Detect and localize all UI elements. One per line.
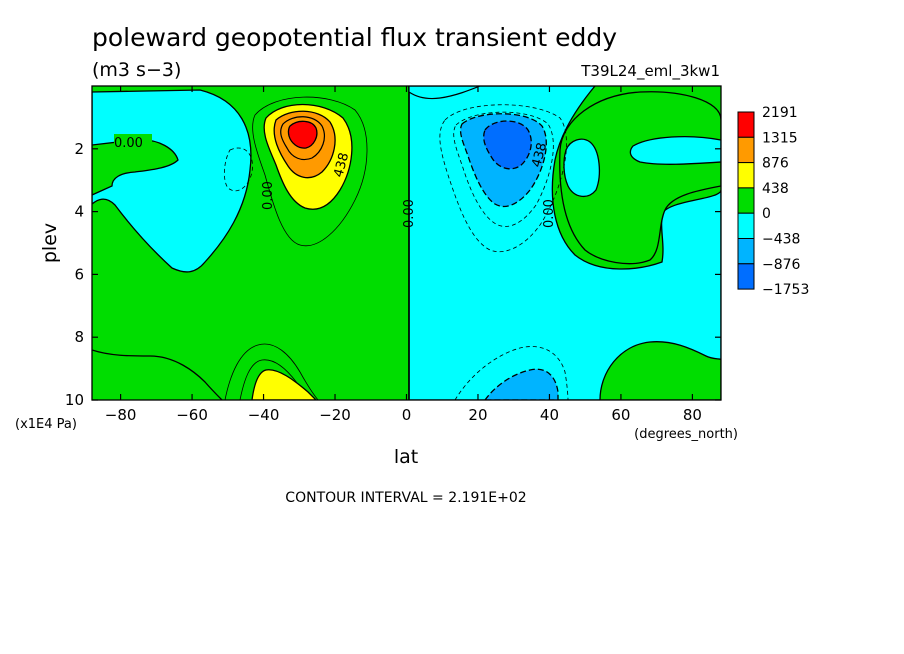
contour-interval: CONTOUR INTERVAL = 2.191E+02 [285, 490, 526, 506]
x-tick-label: 80 [683, 406, 702, 424]
contour-plot-area [92, 86, 721, 400]
field-cyan-north-pocket [563, 138, 601, 197]
y-axis-ticks: 2 4 6 8 10 [65, 140, 721, 409]
x-tick-label: 0 [402, 406, 412, 424]
legend-level-label: 876 [762, 156, 789, 172]
contour-lower-left-outer [224, 343, 319, 400]
y-tick-label: 6 [74, 265, 84, 283]
color-legend: 2191 1315 876 438 0 −438 −876 −1753 [737, 105, 809, 298]
legend-level-label: −438 [762, 232, 800, 248]
legend-level-label: −876 [762, 257, 801, 273]
legend-swatch [737, 212, 755, 239]
x-tick-label: 40 [540, 406, 559, 424]
field-green-north-upper [559, 91, 721, 265]
x-tick-label: −80 [105, 406, 137, 424]
y-tick-label: 10 [65, 391, 84, 409]
field-yellow-lower [251, 369, 317, 400]
legend-level-label: −1753 [762, 282, 809, 298]
field-cyan-top-strip [408, 86, 481, 100]
legend-swatch [737, 238, 755, 265]
contour-label-438-south: 438 [331, 151, 352, 179]
x-axis-label: lat [394, 446, 418, 468]
contour-north-dashed-outer [439, 104, 567, 253]
field-blue-lower [484, 368, 559, 400]
legend-swatch [737, 162, 755, 189]
contour-north-dashed-mid [453, 111, 554, 227]
legend-swatch [737, 136, 755, 164]
legend-swatch [737, 187, 755, 214]
legend-swatch [737, 111, 755, 138]
x-units: (degrees_north) [634, 427, 738, 442]
x-tick-label: 20 [468, 406, 487, 424]
y-tick-label: 2 [74, 140, 84, 158]
x-tick-label: −40 [248, 406, 280, 424]
contour-south-outer [252, 96, 368, 247]
legend-swatch [737, 263, 755, 290]
field-deep-blue-min [483, 120, 532, 170]
contour-label-zero-equator: 0.00 [402, 199, 417, 228]
chart-title: poleward geopotential flux transient edd… [92, 23, 617, 52]
legend-level-label: 438 [762, 181, 789, 197]
contour-dashed-left [224, 147, 253, 192]
contour-labels: 0.00 0.00 438 0.00 438 0.00 [114, 134, 557, 228]
field-red-max [287, 120, 318, 149]
field-cyan-north-notch [629, 135, 721, 165]
contour-lower-right-dashed [454, 346, 569, 400]
legend-level-label: 0 [762, 206, 771, 222]
contour-zero-lower-left [92, 349, 223, 400]
run-label: T39L24_eml_3kw1 [580, 62, 720, 81]
contour-lower-left-mid [239, 359, 309, 400]
y-tick-label: 8 [74, 328, 84, 346]
contour-label-zero-north: 0.00 [542, 199, 557, 228]
legend-level-label: 1315 [762, 130, 798, 146]
contour-label-zero-b: 0.00 [261, 181, 276, 210]
chart-units: (m3 s−3) [92, 59, 181, 81]
x-tick-label: −60 [176, 406, 208, 424]
x-axis-ticks: −80 −60 −40 −20 0 20 40 60 80 [105, 86, 702, 424]
y-axis-label: plev [39, 223, 61, 263]
contour-label-zero-a: 0.00 [114, 136, 143, 151]
x-tick-label: 60 [611, 406, 630, 424]
x-tick-label: −20 [319, 406, 351, 424]
contour-label-438-north: 438 [529, 141, 550, 169]
legend-level-label: 2191 [762, 105, 798, 121]
field-green-tongue [92, 139, 179, 196]
y-tick-label: 4 [74, 203, 84, 221]
field-green-north-lower [599, 341, 721, 400]
y-units: (x1E4 Pa) [15, 417, 77, 432]
